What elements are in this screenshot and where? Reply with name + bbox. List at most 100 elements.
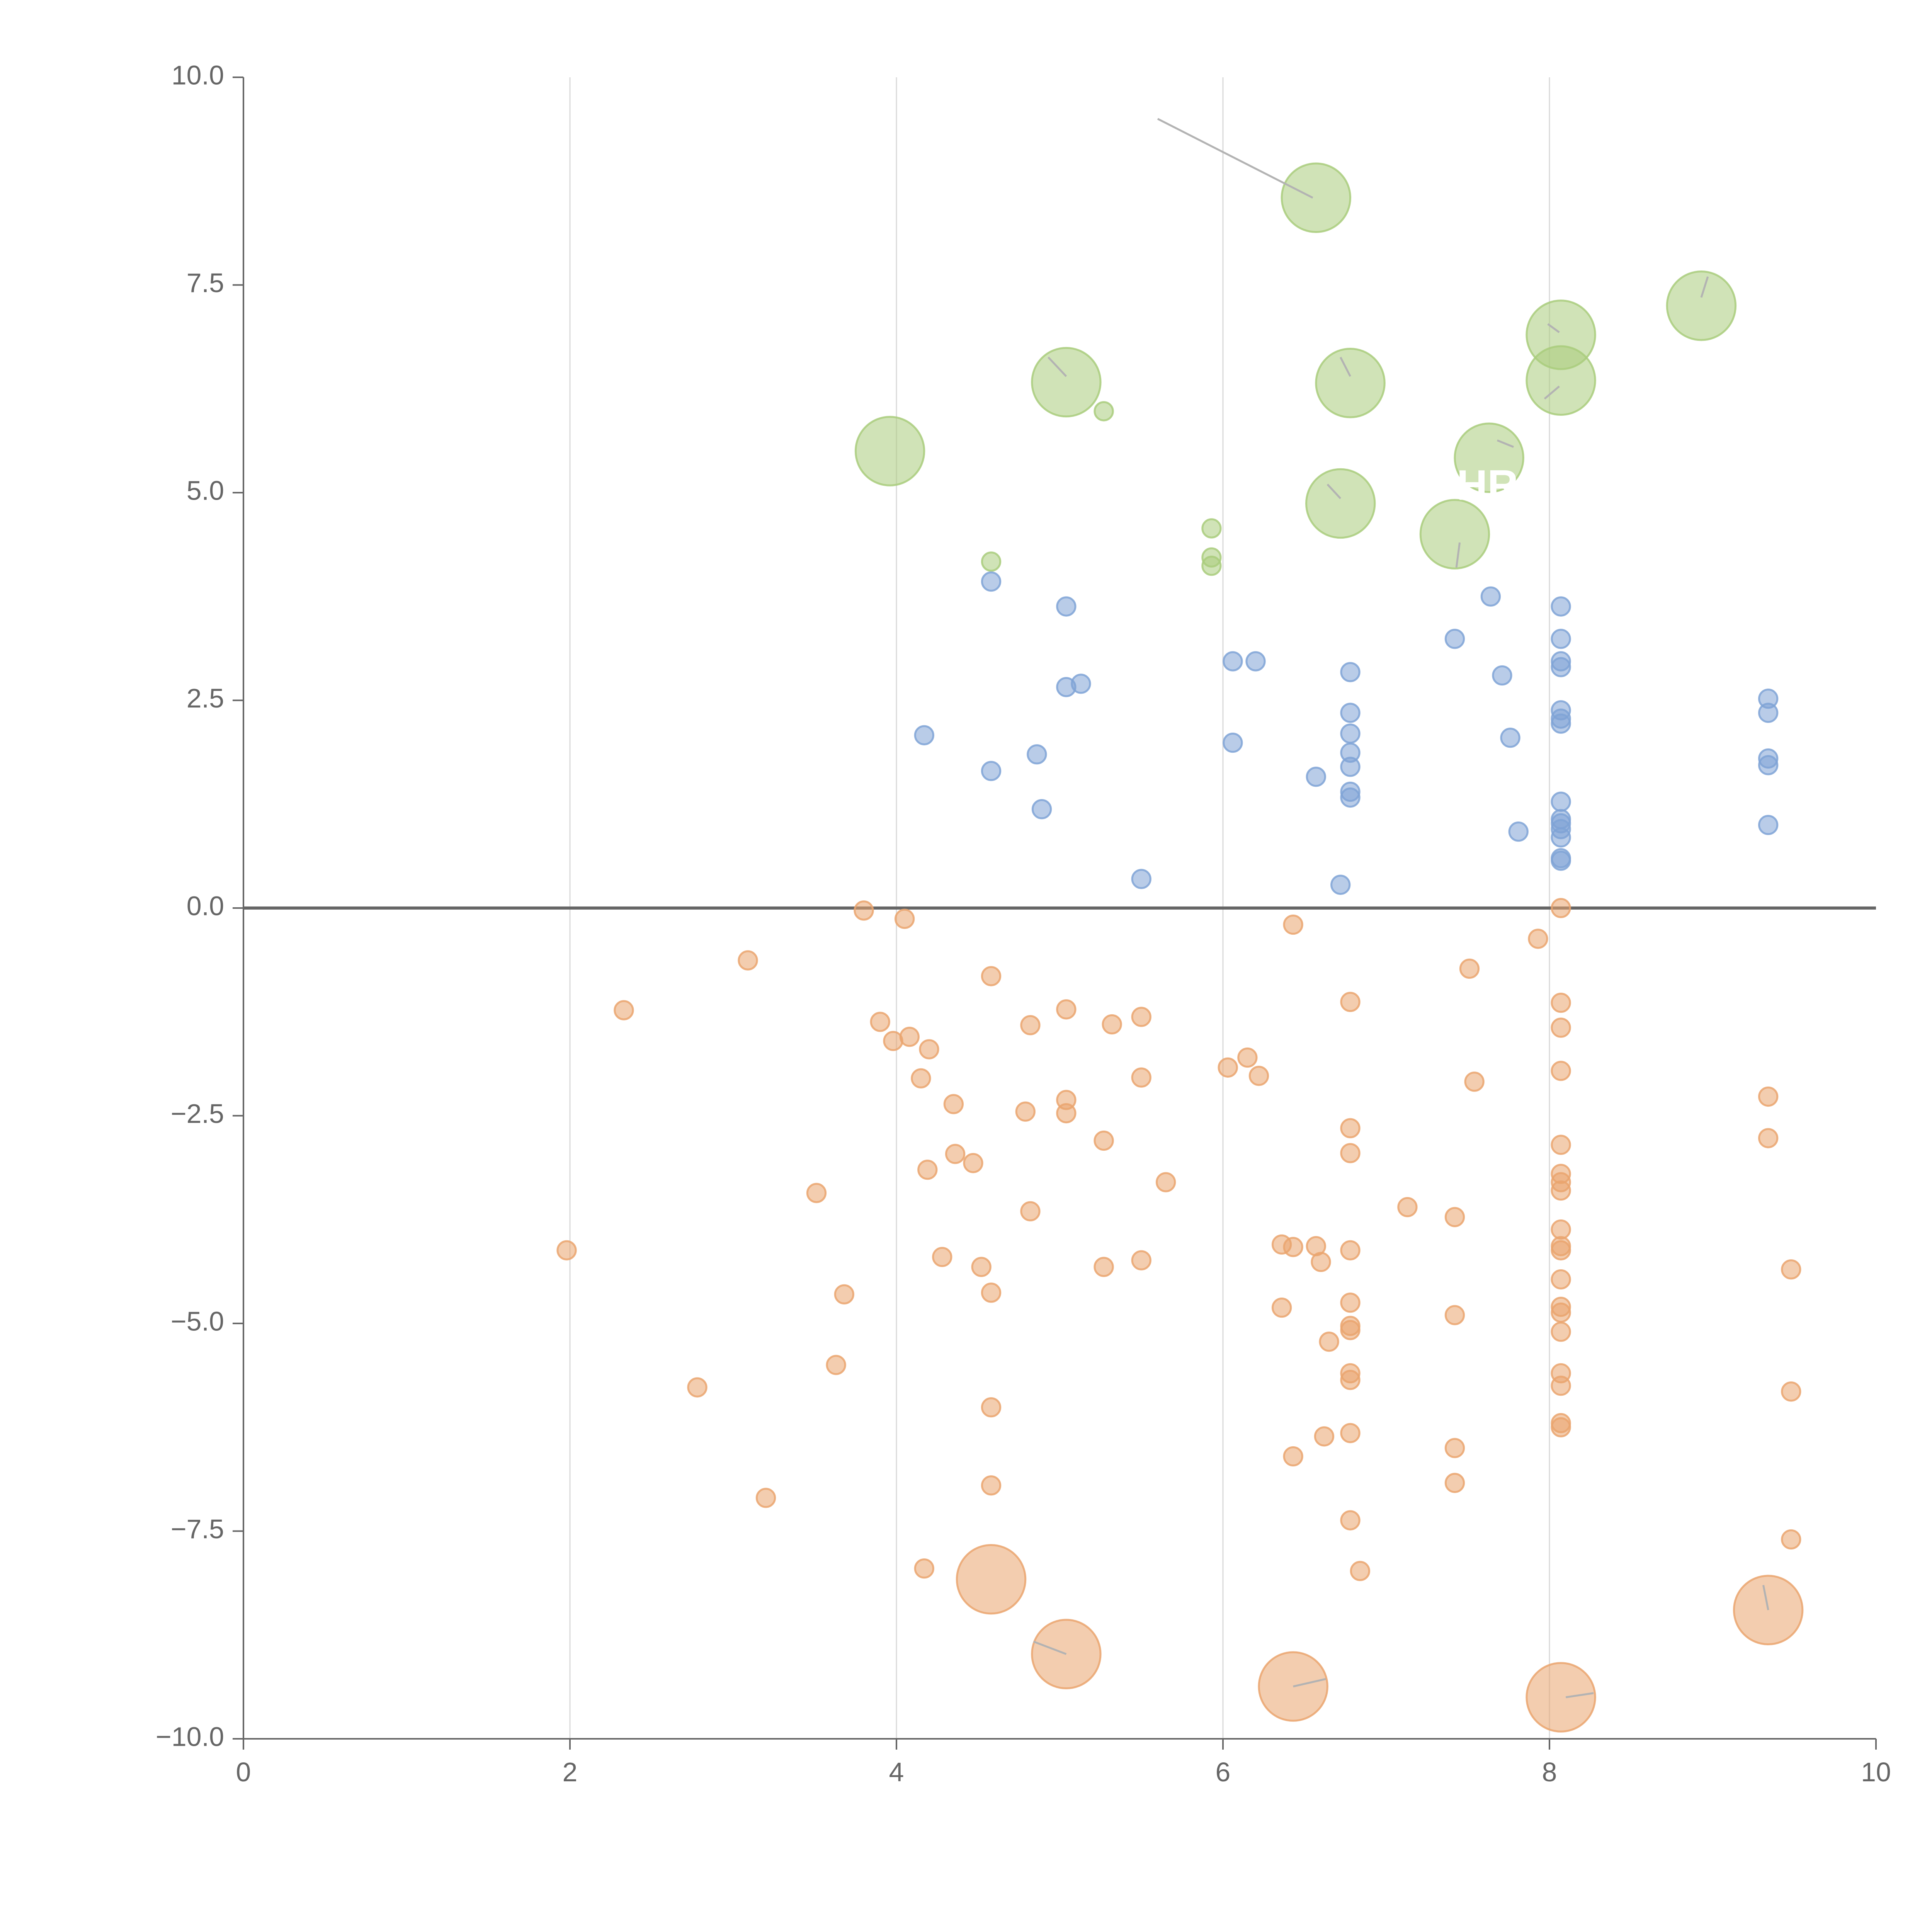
orange-point: [981, 1475, 1002, 1496]
blue-point: [1340, 702, 1361, 723]
blue-point: [1340, 723, 1361, 744]
orange-point: [1094, 1257, 1114, 1277]
orange-point: [1340, 1240, 1361, 1260]
blue-point: [1444, 629, 1465, 649]
green-point: [1454, 422, 1524, 493]
blue-point: [1245, 651, 1266, 672]
orange-point: [911, 1068, 931, 1088]
orange-point: [1397, 1197, 1418, 1218]
orange-point: [1340, 1370, 1361, 1390]
y-tick-label: 5.0: [187, 475, 224, 505]
orange-point: [1551, 1017, 1571, 1038]
blue-point: [1031, 799, 1052, 820]
orange-point: [614, 1000, 634, 1020]
blue-point: [1131, 869, 1151, 889]
orange-point: [1248, 1066, 1269, 1086]
orange-point: [1283, 1237, 1303, 1257]
orange-point: [1218, 1057, 1238, 1078]
orange-point: [1340, 992, 1361, 1012]
orange-point: [1444, 1305, 1465, 1325]
blue-point: [1551, 827, 1571, 848]
blue-point: [1500, 728, 1520, 748]
y-tick-label: −2.5: [171, 1099, 224, 1129]
blue-point: [1340, 787, 1361, 808]
orange-point: [687, 1377, 707, 1398]
orange-point: [854, 900, 874, 921]
orange-point: [1283, 914, 1303, 935]
orange-point: [1551, 1134, 1571, 1155]
green-point: [1419, 499, 1490, 570]
label-leader-line: [1565, 1692, 1594, 1698]
orange-point: [755, 1488, 776, 1508]
label-leader-line: [1455, 542, 1461, 568]
y-axis-ticks: 10.0 7.5 5.0 2.5 0.0 −2.5 −5.0 −7.5 −10.0: [156, 60, 243, 1752]
orange-point: [963, 1153, 983, 1173]
label-leader-line: [1547, 323, 1560, 333]
label-leader-line: [1544, 385, 1560, 400]
orange-point: [1271, 1297, 1292, 1318]
blue-point: [1551, 629, 1571, 649]
orange-point: [981, 966, 1002, 986]
orange-point: [1459, 958, 1480, 979]
orange-point: [1340, 1423, 1361, 1443]
orange-point: [1319, 1332, 1339, 1352]
orange-point: [981, 1282, 1002, 1303]
green-point: [1666, 270, 1737, 341]
label-leader-line: [1157, 118, 1313, 199]
blue-point: [981, 761, 1002, 781]
green-point: [1281, 162, 1352, 233]
orange-point: [1444, 1207, 1465, 1227]
orange-point: [899, 1027, 920, 1047]
orange-point: [1444, 1438, 1465, 1458]
orange-point: [1340, 1320, 1361, 1340]
orange-point: [1526, 1662, 1596, 1733]
blue-point: [1758, 815, 1779, 835]
blue-point: [981, 571, 1002, 592]
orange-point: [1340, 1293, 1361, 1313]
green-point: [981, 551, 1002, 572]
orange-point: [1131, 1067, 1151, 1088]
orange-point: [1781, 1259, 1801, 1280]
orange-point: [806, 1183, 827, 1203]
orange-point: [1528, 929, 1548, 949]
orange-point: [1131, 1007, 1151, 1027]
blue-point: [1340, 662, 1361, 682]
annotations: HR P: [1228, 461, 1518, 1722]
orange-point: [917, 1160, 938, 1180]
orange-point: [1551, 1219, 1571, 1240]
green-point: [1094, 401, 1114, 422]
blue-point: [1340, 757, 1361, 777]
orange-point: [956, 1544, 1027, 1615]
orange-point: [738, 950, 758, 971]
x-axis-ticks: 0 2 4 6 8 10: [236, 1739, 1891, 1787]
blue-point: [1551, 657, 1571, 677]
blue-point: [1223, 732, 1243, 753]
y-tick-label: 0.0: [187, 891, 224, 921]
blue-point: [1758, 702, 1779, 723]
label-leader-line: [1700, 276, 1709, 298]
orange-point: [1444, 1473, 1465, 1493]
orange-point: [1020, 1201, 1041, 1221]
orange-point: [1237, 1047, 1258, 1068]
orange-point: [914, 1558, 934, 1579]
x-tick-label: 6: [1216, 1757, 1231, 1787]
orange-point: [1314, 1426, 1335, 1447]
blue-point: [1071, 673, 1091, 694]
blue-point: [1551, 850, 1571, 871]
orange-point: [1102, 1014, 1122, 1035]
green-point: [1031, 347, 1102, 418]
orange-point: [1464, 1071, 1485, 1092]
annotation-label: P: [1228, 1674, 1257, 1722]
y-tick-label: −10.0: [156, 1721, 224, 1752]
blue-point: [1223, 651, 1243, 672]
orange-point: [1551, 1269, 1571, 1290]
orange-point: [1258, 1651, 1328, 1722]
y-tick-label: −5.0: [171, 1306, 224, 1336]
orange-point: [1551, 1376, 1571, 1396]
orange-point: [1283, 1446, 1303, 1467]
label-leader-line: [1327, 483, 1342, 499]
blue-point: [1758, 755, 1779, 776]
orange-point: [894, 908, 915, 929]
orange-point: [1551, 898, 1571, 918]
blue-point: [1492, 665, 1512, 686]
